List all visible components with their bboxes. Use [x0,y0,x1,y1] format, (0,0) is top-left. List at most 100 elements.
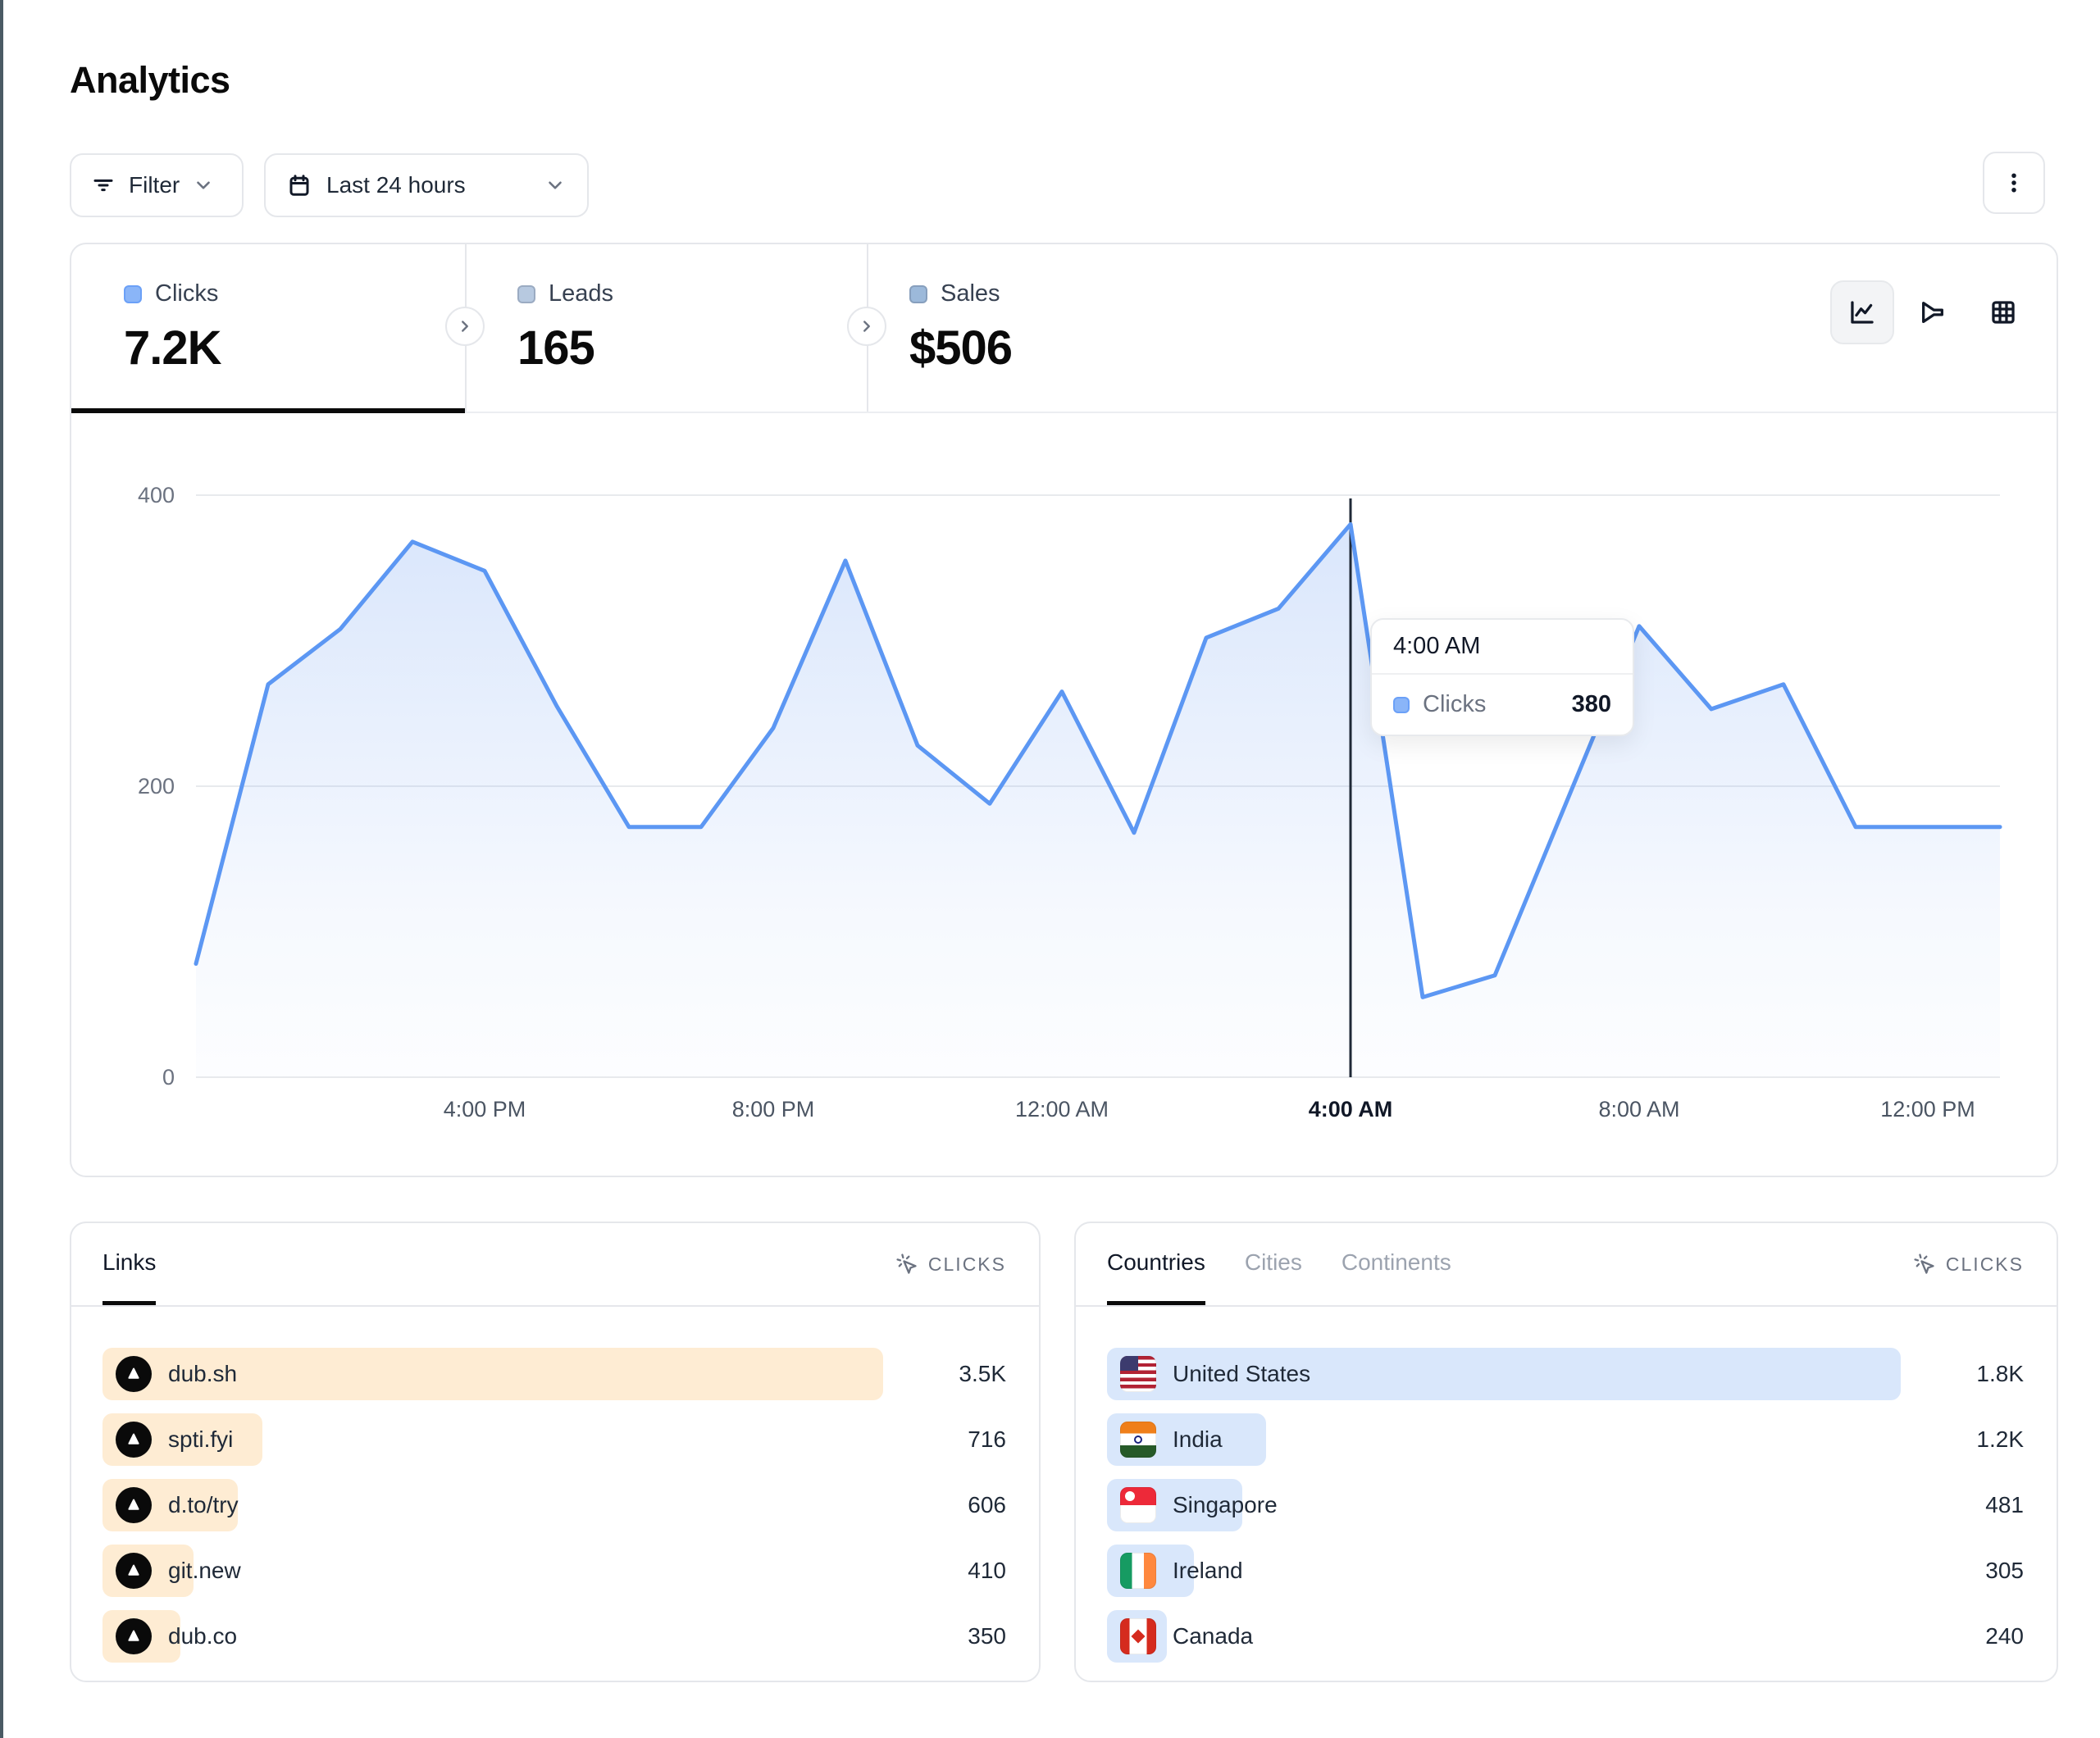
sales-stat-label: Sales [941,280,1000,307]
list-item[interactable]: d.to/try 606 [102,1479,1006,1531]
analytics-card: Clicks 7.2K Leads 165 Sales $506 [70,243,2058,1177]
list-item-label: git.new [168,1558,241,1583]
date-range-button[interactable]: Last 24 hours [264,153,589,217]
dub-logo-icon [116,1356,152,1392]
table-grid-icon [1992,301,2015,324]
tooltip-series-label: Clicks [1423,691,1487,717]
line-chart-view-button[interactable] [1830,280,1894,344]
list-item-label: spti.fyi [168,1426,234,1452]
tab-cities[interactable]: Cities [1244,1249,1302,1275]
tooltip-series-legend-square [1393,696,1410,713]
list-item-value: 3.5K [959,1361,1006,1386]
list-item[interactable]: Canada 240 [1107,1610,2024,1663]
list-item-label: United States [1173,1361,1311,1386]
ca-flag-icon [1120,1618,1156,1654]
list-item-label: d.to/try [168,1492,239,1517]
list-item-value: 716 [968,1426,1006,1452]
geo-panel-header: Countries Cities Continents CLICKS [1076,1223,2057,1307]
chevron-right-icon [863,321,870,332]
dub-logo-icon [116,1553,152,1589]
list-item[interactable]: United States 1.8K [1107,1348,2024,1400]
sales-legend-square [909,284,927,303]
sg-flag-icon [1120,1487,1156,1523]
links-metric-label: CLICKS [927,1253,1006,1275]
left-edge-accent [0,0,3,1738]
chart-area-fill [196,524,2000,1077]
tab-clicks[interactable]: Clicks 7.2K [71,244,465,412]
kebab-menu-icon [2002,171,2026,195]
list-item[interactable]: India 1.2K [1107,1413,2024,1466]
line-chart-icon [1851,301,1874,324]
dub-logo-icon [116,1487,152,1523]
x-axis-tick-label: 12:00 PM [1880,1097,1975,1122]
clicks-stat-label: Clicks [155,280,219,307]
filter-button[interactable]: Filter [70,153,244,217]
y-axis-tick-label: 200 [138,774,175,798]
list-item-label: Canada [1173,1623,1254,1649]
page-title: Analytics [70,59,230,101]
chevron-right-icon [462,321,468,332]
list-item[interactable]: Singapore 481 [1107,1479,2024,1531]
funnel-view-button[interactable] [1901,280,1965,344]
list-item[interactable]: Ireland 305 [1107,1545,2024,1597]
list-item[interactable]: dub.sh 3.5K [102,1348,1006,1400]
x-axis-tick-label: 4:00 AM [1309,1097,1393,1122]
stats-tabs-row: Clicks 7.2K Leads 165 Sales $506 [71,244,2057,413]
links-panel-header: Links CLICKS [71,1223,1039,1307]
x-axis-tick-label: 8:00 PM [732,1097,815,1122]
tooltip-time: 4:00 AM [1372,620,1633,675]
cursor-click-icon [1914,1253,1934,1274]
list-item-value: 305 [1985,1558,2024,1583]
tab-links[interactable]: Links [102,1223,157,1305]
x-axis-tick-label: 8:00 AM [1598,1097,1679,1122]
list-item[interactable]: dub.co 350 [102,1610,1006,1663]
geo-metric-switch[interactable]: CLICKS [1913,1223,2024,1305]
filter-button-label: Filter [129,172,180,198]
list-item-label: India [1173,1426,1223,1452]
list-item-value: 240 [1985,1623,2024,1649]
list-item-value: 1.2K [1976,1426,2024,1452]
chevron-down-icon [193,175,214,196]
value-bar [102,1348,883,1400]
tab-continents[interactable]: Continents [1341,1249,1451,1275]
value-bar [1107,1348,1901,1400]
leads-stat-label: Leads [549,280,614,307]
expand-stats-chevron[interactable] [847,307,886,346]
tab-leads[interactable]: Leads 165 [517,244,865,412]
list-item-label: Ireland [1173,1558,1243,1583]
expand-stats-chevron[interactable] [445,307,485,346]
clicks-legend-square [124,284,142,303]
ie-flag-icon [1120,1553,1156,1589]
dub-logo-icon [116,1618,152,1654]
list-item-value: 1.8K [1976,1361,2024,1386]
list-item[interactable]: spti.fyi 716 [102,1413,1006,1466]
geo-metric-label: CLICKS [1945,1253,2024,1275]
links-metric-switch[interactable]: CLICKS [895,1223,1006,1305]
leads-stat-value: 165 [517,321,595,375]
list-item-value: 410 [968,1558,1006,1583]
dub-logo-icon [116,1422,152,1458]
geo-list: United States 1.8K India 1.2K Singapore … [1076,1307,2057,1663]
tab-sales[interactable]: Sales $506 [909,244,1319,412]
geo-panel: Countries Cities Continents CLICKS Unite… [1074,1222,2058,1682]
table-view-button[interactable] [1971,280,2035,344]
chart-type-switcher [1830,280,2035,344]
clicks-timeseries-chart[interactable]: 400 200 0 4:00 PM 8:00 PM 12:00 AM 4:00 AM 8:00… [71,413,2057,1179]
sales-stat-value: $506 [909,321,1013,375]
list-item-label: dub.sh [168,1361,238,1386]
y-axis-tick-label: 0 [162,1065,175,1090]
leads-legend-square [517,284,535,303]
chart-line [194,522,2002,999]
chevron-down-icon [544,175,566,196]
tab-countries[interactable]: Countries [1107,1223,1205,1305]
list-item[interactable]: git.new 410 [102,1545,1006,1597]
more-options-button[interactable] [1983,152,2045,214]
cursor-click-icon [896,1253,917,1274]
funnel-chart-icon [1922,302,1943,323]
chart-canvas[interactable]: 400 200 0 4:00 PM 8:00 PM 12:00 AM 4:00 AM 8:00… [71,413,2057,1179]
list-item-label: dub.co [168,1623,238,1649]
chart-tooltip: 4:00 AM Clicks 380 [1370,618,1634,736]
links-list: dub.sh 3.5K spti.fyi 716 d.to/try 606 [71,1307,1039,1663]
calendar-icon [287,173,312,198]
list-item-label: Singapore [1173,1492,1278,1517]
